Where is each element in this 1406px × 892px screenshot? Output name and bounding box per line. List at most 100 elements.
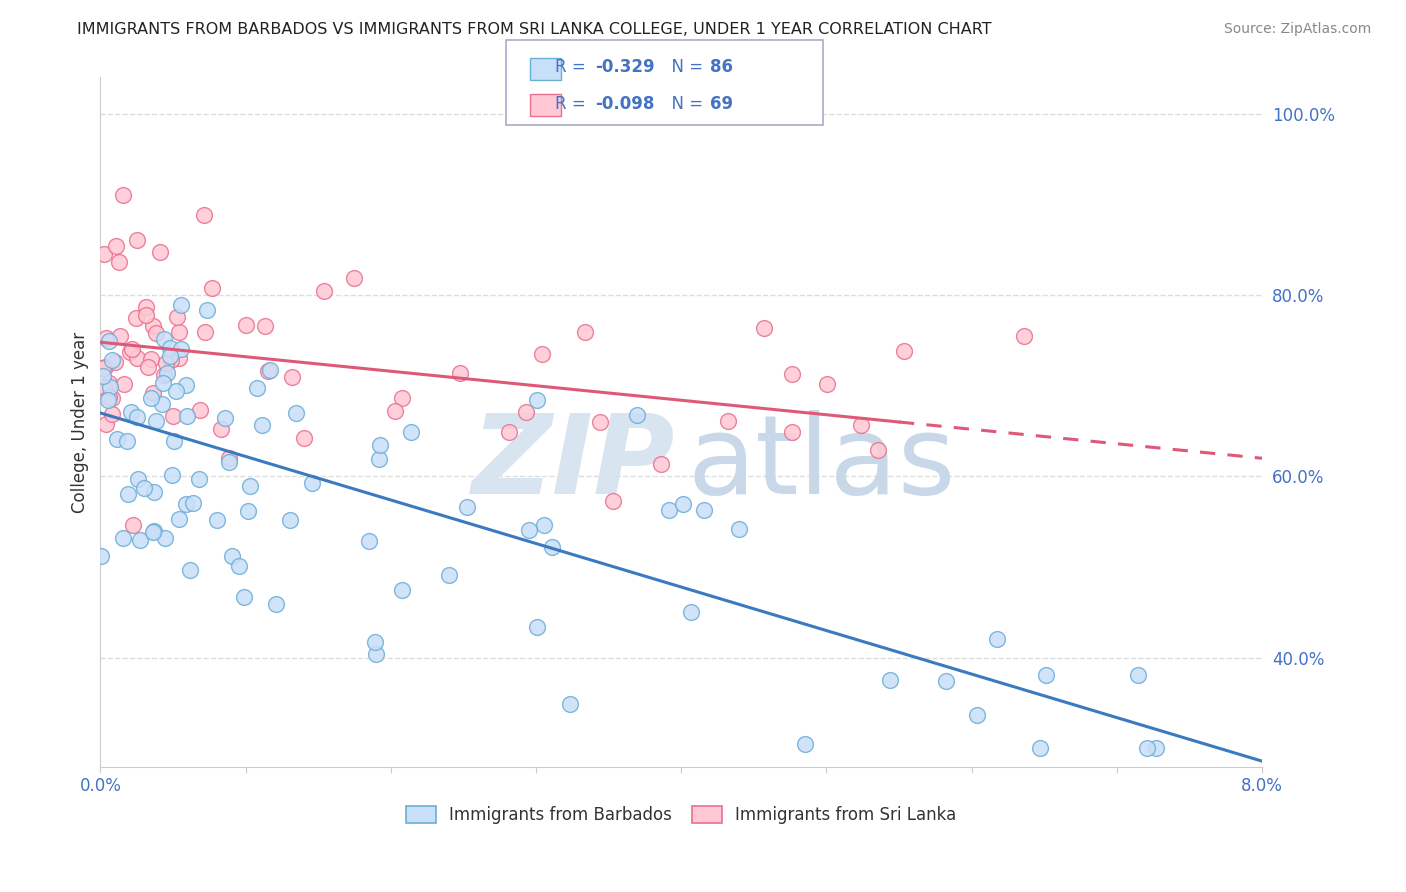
Point xyxy=(312,284,335,298)
Point xyxy=(1136,741,1159,756)
Point xyxy=(246,381,269,395)
Point xyxy=(167,512,190,526)
Point xyxy=(782,425,804,439)
Point xyxy=(127,472,149,486)
Point xyxy=(98,334,121,349)
Point xyxy=(851,417,873,432)
Point xyxy=(671,497,693,511)
Point xyxy=(195,303,218,318)
Point xyxy=(162,409,184,423)
Point xyxy=(259,363,281,377)
Point xyxy=(179,563,201,577)
Point xyxy=(93,380,115,394)
Point xyxy=(517,523,540,537)
Point xyxy=(281,370,304,384)
Point xyxy=(209,422,232,436)
Point xyxy=(236,504,259,518)
Point xyxy=(232,590,254,604)
Point xyxy=(526,620,548,634)
Point xyxy=(170,298,193,312)
Point xyxy=(122,517,145,532)
Point xyxy=(166,310,188,324)
Point xyxy=(118,345,141,359)
Point xyxy=(117,487,139,501)
Point xyxy=(104,239,127,253)
Text: N =: N = xyxy=(661,58,709,77)
Point xyxy=(96,331,118,345)
Point xyxy=(108,254,131,268)
Point xyxy=(100,353,122,368)
Point xyxy=(793,737,815,751)
Point xyxy=(156,366,179,380)
Point xyxy=(650,457,672,471)
Text: -0.098: -0.098 xyxy=(595,95,654,112)
Point xyxy=(256,364,278,378)
Point xyxy=(218,451,240,466)
Point xyxy=(194,325,217,339)
Point xyxy=(368,438,391,452)
Point xyxy=(170,343,193,357)
Point xyxy=(149,245,172,260)
Text: -0.329: -0.329 xyxy=(595,58,654,77)
Point xyxy=(574,326,596,340)
Point xyxy=(866,443,889,458)
Point xyxy=(150,396,173,410)
Point xyxy=(97,376,120,391)
Point xyxy=(162,434,184,448)
Point xyxy=(91,368,114,383)
Point xyxy=(602,494,624,508)
Point xyxy=(176,409,198,423)
Point xyxy=(176,497,198,511)
Point xyxy=(879,673,901,687)
Point xyxy=(1144,741,1167,756)
Point xyxy=(1035,667,1057,681)
Point xyxy=(105,432,128,446)
Point xyxy=(142,525,165,540)
Point xyxy=(754,321,776,335)
Point xyxy=(681,605,703,619)
Point xyxy=(727,522,749,536)
Point xyxy=(135,300,157,314)
Point xyxy=(626,408,648,422)
Point xyxy=(153,531,176,545)
Point xyxy=(391,582,413,597)
Point xyxy=(589,415,612,429)
Point xyxy=(159,341,181,355)
Point xyxy=(391,391,413,405)
Point xyxy=(657,502,679,516)
Point xyxy=(94,360,117,375)
Point xyxy=(112,531,135,545)
Point xyxy=(159,353,181,368)
Point xyxy=(165,384,187,398)
Point xyxy=(214,411,236,425)
Point xyxy=(253,318,276,333)
Point xyxy=(139,351,162,366)
Text: ZIP: ZIP xyxy=(472,409,675,516)
Point xyxy=(125,310,148,325)
Point xyxy=(128,533,150,548)
Point xyxy=(127,233,149,247)
Point xyxy=(115,434,138,448)
Point xyxy=(284,406,307,420)
Point xyxy=(207,513,229,527)
Text: atlas: atlas xyxy=(688,409,956,516)
Point xyxy=(558,697,581,711)
Point xyxy=(159,349,181,363)
Point xyxy=(986,632,1008,646)
Point xyxy=(125,410,148,425)
Point xyxy=(143,524,166,538)
Point xyxy=(515,405,537,419)
Point xyxy=(301,476,323,491)
Point xyxy=(112,187,135,202)
Point xyxy=(364,635,387,649)
Point xyxy=(693,502,716,516)
Point xyxy=(153,368,176,383)
Point xyxy=(167,325,190,339)
Point xyxy=(456,500,478,514)
Point xyxy=(384,403,406,417)
Point xyxy=(155,356,177,370)
Point xyxy=(239,478,262,492)
Point xyxy=(142,319,165,334)
Point xyxy=(89,549,111,563)
Y-axis label: College, Under 1 year: College, Under 1 year xyxy=(72,332,89,513)
